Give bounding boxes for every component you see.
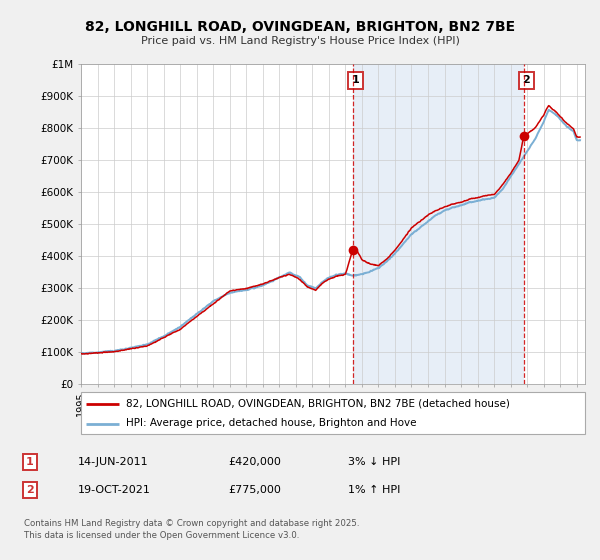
Text: Price paid vs. HM Land Registry's House Price Index (HPI): Price paid vs. HM Land Registry's House … [140,36,460,46]
Text: 82, LONGHILL ROAD, OVINGDEAN, BRIGHTON, BN2 7BE: 82, LONGHILL ROAD, OVINGDEAN, BRIGHTON, … [85,20,515,34]
Text: £775,000: £775,000 [228,485,281,495]
Text: 1: 1 [26,457,34,467]
Text: Contains HM Land Registry data © Crown copyright and database right 2025.: Contains HM Land Registry data © Crown c… [24,520,359,529]
Text: 1: 1 [352,76,359,85]
Text: This data is licensed under the Open Government Licence v3.0.: This data is licensed under the Open Gov… [24,531,299,540]
Text: 1% ↑ HPI: 1% ↑ HPI [348,485,400,495]
Text: 3% ↓ HPI: 3% ↓ HPI [348,457,400,467]
Text: 19-OCT-2021: 19-OCT-2021 [78,485,151,495]
Bar [353,64,524,384]
Text: £420,000: £420,000 [228,457,281,467]
Text: 2: 2 [26,485,34,495]
Text: HPI: Average price, detached house, Brighton and Hove: HPI: Average price, detached house, Brig… [127,418,417,428]
Text: 14-JUN-2011: 14-JUN-2011 [78,457,149,467]
Text: 82, LONGHILL ROAD, OVINGDEAN, BRIGHTON, BN2 7BE (detached house): 82, LONGHILL ROAD, OVINGDEAN, BRIGHTON, … [127,399,510,409]
Text: 2: 2 [523,76,530,85]
